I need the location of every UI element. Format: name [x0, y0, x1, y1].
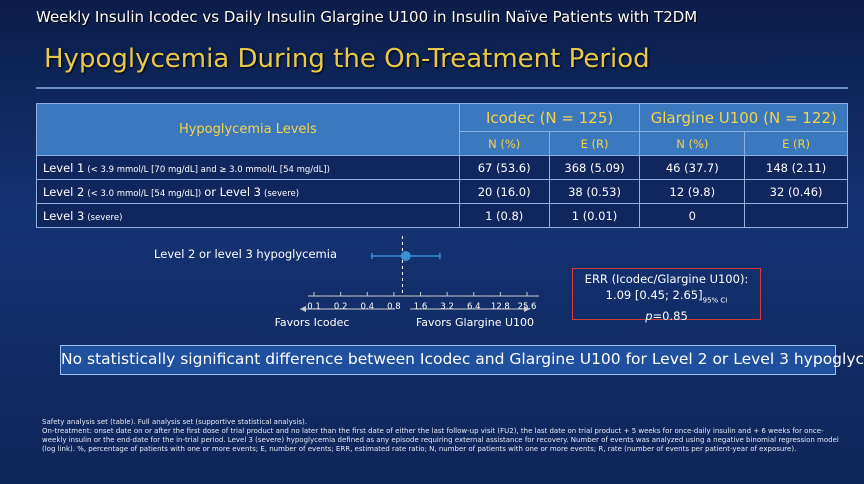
- row: Level 3 (severe) 1 (0.8) 1 (0.01) 0: [36, 203, 848, 228]
- x-tick-label: 3.2: [440, 302, 454, 312]
- cell: 12 (9.8): [639, 179, 746, 204]
- cell: 46 (37.7): [639, 155, 746, 180]
- subheader: N (%): [458, 131, 550, 156]
- title: Hypoglycemia During the On-Treatment Per…: [44, 44, 650, 74]
- p-symbol: p: [645, 309, 653, 324]
- cell: 20 (16.0): [458, 179, 550, 204]
- cell: 67 (53.6): [458, 155, 550, 180]
- x-tick-label: 6.4: [467, 302, 481, 312]
- cell: [744, 203, 848, 228]
- p-value: =0.85: [652, 309, 688, 324]
- header-row: Hypoglycemia Levels Icodec (N = 125) Gla…: [36, 103, 848, 156]
- favors-left: Favors Icodec: [275, 316, 350, 329]
- label-note: (severe): [87, 212, 123, 223]
- x-tick-label: 0.1: [307, 302, 321, 312]
- group-header: Icodec (N = 125): [458, 103, 641, 132]
- subheader-row: N (%) E (R) N (%) E (R): [37, 131, 848, 156]
- cell: 1 (0.01): [548, 203, 641, 228]
- cell: 148 (2.11): [744, 155, 848, 180]
- estimate-point: [400, 251, 411, 261]
- p-line: p=0.85: [573, 308, 760, 324]
- footnote: Safety analysis set (table). Full analys…: [42, 418, 307, 426]
- x-tick-label: 0.8: [387, 302, 401, 312]
- err-line: 1.09 [0.45; 2.65]95% CI: [573, 287, 760, 308]
- row-label: Level 2 (< 3.0 mmol/L [54 mg/dL]) or Level…: [36, 179, 460, 204]
- err-value: 1.09 [0.45; 2.65]: [605, 288, 703, 302]
- x-tick-label: 0.2: [334, 302, 348, 312]
- label-text: Level 1: [43, 160, 85, 175]
- label-text: Level 3: [43, 208, 85, 223]
- label-note: (< 3.0 mmol/L [54 mg/dL]): [87, 188, 202, 199]
- label-header: Hypoglycemia Levels: [36, 103, 460, 156]
- err-box: ERR (Icodec/Glargine U100): 1.09 [0.45; …: [572, 268, 761, 323]
- forest-label: Level 2 or level 3 hypoglycemia: [154, 247, 337, 261]
- subheader: E (R): [744, 131, 848, 156]
- footnotes: Safety analysis set (table). Full analys…: [42, 418, 842, 454]
- x-tick-label: 0.4: [360, 302, 374, 312]
- row: Level 1 (< 3.9 mmol/L [70 mg/dL] and ≥ 3.…: [36, 155, 848, 180]
- err-title: ERR (Icodec/Glargine U100):: [584, 272, 749, 286]
- label-note: (< 3.9 mmol/L [70 mg/dL] and ≥ 3.0 mmol/…: [87, 164, 330, 175]
- row-label: Level 3 (severe): [36, 203, 460, 228]
- x-tick-label: 25.6: [518, 302, 537, 312]
- ci-label: 95% CI: [702, 296, 728, 305]
- favor-arrow-head: [300, 306, 306, 312]
- cell: 368 (5.09): [548, 155, 641, 180]
- group-header: Glargine U100 (N = 122): [639, 103, 848, 132]
- favor-arrow-head: [524, 306, 530, 312]
- divider: [36, 87, 848, 89]
- footnote: On-treatment: onset date on or after the…: [42, 427, 839, 453]
- x-tick-label: 1.6: [414, 302, 428, 312]
- cell: 0: [639, 203, 746, 228]
- cell: 32 (0.46): [744, 179, 848, 204]
- forest-plot: Level 2 or level 3 hypoglycemia 0.1 0.2 0.4…: [154, 236, 539, 329]
- subtitle: Weekly Insulin Icodec vs Daily Insulin G…: [36, 8, 698, 26]
- banner: No statistically significant difference …: [60, 345, 864, 375]
- table: Hypoglycemia Levels Icodec (N = 125) Gla…: [36, 103, 848, 228]
- subheader: N (%): [639, 131, 746, 156]
- subheader: E (R): [548, 131, 641, 156]
- label-text: or Level 3: [204, 184, 261, 199]
- row-label: Level 1 (< 3.9 mmol/L [70 mg/dL] and ≥ 3.…: [36, 155, 460, 180]
- cell: 1 (0.8): [458, 203, 550, 228]
- row: Level 2 (< 3.0 mmol/L [54 mg/dL]) or Level…: [36, 179, 848, 204]
- x-tick-label: 12.8: [491, 302, 510, 312]
- label-text: Level 2: [43, 184, 85, 199]
- favors-right: Favors Glargine U100: [416, 316, 534, 329]
- label-note: (severe): [264, 188, 300, 199]
- cell: 38 (0.53): [548, 179, 641, 204]
